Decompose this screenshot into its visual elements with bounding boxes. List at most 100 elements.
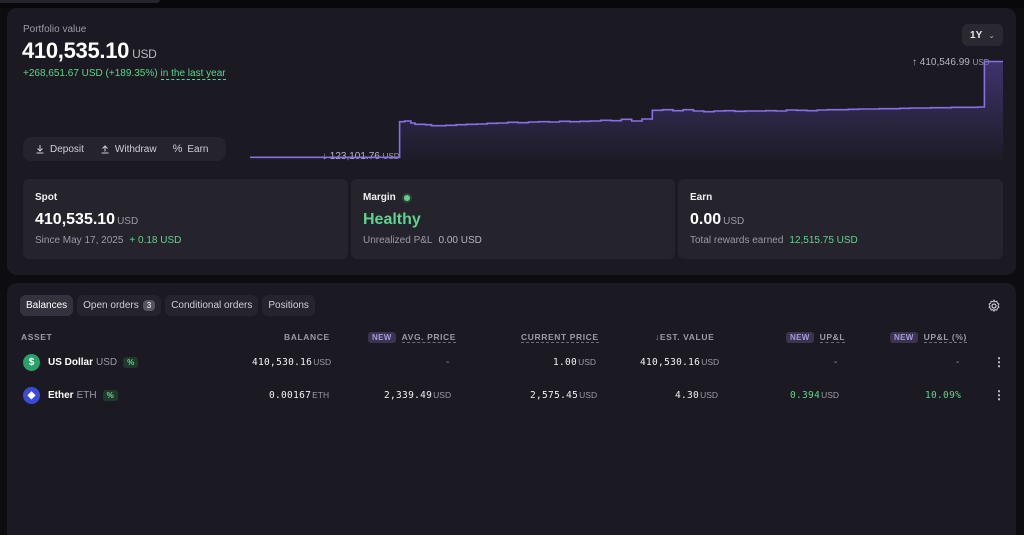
portfolio-currency: USD xyxy=(132,47,157,61)
margin-status: Healthy xyxy=(363,211,421,228)
earn-title: Earn xyxy=(690,192,713,203)
margin-summary-card[interactable]: Margin Healthy Unrealized P&L 0.00 USD xyxy=(351,179,675,259)
chart-high-value: 410,546.99 xyxy=(919,57,970,68)
table-row[interactable]: $ US Dollar USD% 410,530.16USD - 1.00USD … xyxy=(20,350,1010,376)
spot-value-ccy: USD xyxy=(117,216,139,227)
earn-value-ccy: USD xyxy=(723,216,745,227)
chart-high-label: ↑ 410,546.99 USD xyxy=(912,57,990,68)
portfolio-change: +268,651.67 USD (+189.35%) in the last ye… xyxy=(23,68,226,80)
col-upl-label: UP&L xyxy=(819,332,846,343)
portfolio-change-period[interactable]: in the last year xyxy=(160,68,226,80)
col-avg-price[interactable]: NEW AVG. PRICE xyxy=(368,332,457,343)
spot-summary-card[interactable]: Spot 410,535.10 USD Since May 17, 2025 + 0… xyxy=(23,179,348,259)
spot-value: 410,535.10 USD xyxy=(35,211,138,229)
col-est-value-label: EST. VALUE xyxy=(659,332,715,342)
asset-name: Ether ETH% xyxy=(48,390,118,401)
avg-price-value: 2,339.49 xyxy=(384,390,433,401)
upl-cell: - xyxy=(834,357,838,368)
more-options-icon[interactable]: ⋮ xyxy=(993,355,1005,369)
spot-since-value: + 0.18 USD xyxy=(129,235,182,246)
tab-balances-label: Balances xyxy=(26,300,68,311)
col-est-value[interactable]: ↓EST. VALUE xyxy=(655,332,714,342)
portfolio-label: Portfolio value xyxy=(23,24,87,35)
earn-label: Earn xyxy=(187,143,209,155)
current-price-cell: 1.00USD xyxy=(553,357,596,368)
tab-positions[interactable]: Positions xyxy=(262,295,315,316)
avg-price-cell: - xyxy=(446,357,450,368)
more-options-icon[interactable]: ⋮ xyxy=(993,388,1005,402)
portfolio-chart[interactable] xyxy=(250,60,1003,160)
balances-tabs: Balances Open orders 3 Conditional orders… xyxy=(20,295,315,316)
tab-conditional-orders[interactable]: Conditional orders xyxy=(165,295,259,316)
top-tab-indicator xyxy=(0,0,160,3)
current-price-ccy: USD xyxy=(579,390,598,400)
tab-conditional-orders-label: Conditional orders xyxy=(171,300,253,311)
balance-cell: 0.00167ETH xyxy=(269,390,329,401)
ether-icon: ◆ xyxy=(23,387,40,404)
col-current-price[interactable]: CURRENT PRICE xyxy=(521,332,599,343)
upl-value: 0.394 xyxy=(790,390,821,401)
est-value-cell: 4.30USD xyxy=(675,390,718,401)
est-value: 4.30 xyxy=(675,390,700,401)
earn-summary-card[interactable]: Earn 0.00 USD Total rewards earned 12,515.… xyxy=(678,179,1003,259)
asset-name: US Dollar USD% xyxy=(48,357,139,368)
balance-ccy: USD xyxy=(313,357,332,367)
col-asset-label: ASSET xyxy=(21,332,53,342)
spot-footer: Since May 17, 2025 + 0.18 USD xyxy=(35,235,181,246)
margin-title-text: Margin xyxy=(363,192,396,203)
current-price-value: 1.00 xyxy=(553,357,578,368)
balance-value: 410,530.16 xyxy=(252,357,313,368)
balances-card xyxy=(7,283,1016,535)
window-top-strip xyxy=(0,0,1024,8)
current-price-ccy: USD xyxy=(578,357,597,367)
portfolio-value-amount: 410,535.10 xyxy=(22,38,130,63)
chevron-down-icon: ⌄ xyxy=(988,30,995,40)
new-badge: NEW xyxy=(890,332,918,343)
balance-ccy: ETH xyxy=(312,390,330,400)
quick-actions: Deposit Withdraw % Earn xyxy=(23,137,226,161)
upl-pct-cell: 10.09% xyxy=(925,390,962,401)
tab-open-orders[interactable]: Open orders 3 xyxy=(77,295,162,316)
asset-ticker: USD xyxy=(96,357,118,368)
col-upl-pct-label: UP&L (%) xyxy=(923,332,967,343)
col-upl-pct[interactable]: NEW UP&L (%) xyxy=(890,332,967,343)
earn-tag: % xyxy=(123,357,139,368)
est-value: 410,530.16 xyxy=(640,357,701,368)
earn-rewards-value: 12,515.75 USD xyxy=(789,235,858,246)
gear-icon[interactable] xyxy=(987,299,1001,313)
col-asset: ASSET xyxy=(21,332,52,342)
col-balance[interactable]: BALANCE xyxy=(284,332,330,342)
deposit-button[interactable]: Deposit xyxy=(29,141,90,158)
spot-since-label: Since May 17, 2025 xyxy=(35,235,124,246)
spot-title: Spot xyxy=(35,192,58,203)
col-balance-label: BALANCE xyxy=(284,332,330,342)
new-badge: NEW xyxy=(786,332,814,343)
status-dot-icon xyxy=(403,194,410,201)
current-price-cell: 2,575.45USD xyxy=(530,390,597,401)
earn-button[interactable]: % Earn xyxy=(167,140,215,158)
dollar-icon: $ xyxy=(23,354,40,371)
upl-pct-cell: - xyxy=(956,357,960,368)
col-upl[interactable]: NEW UP&L xyxy=(786,332,846,343)
withdraw-button[interactable]: Withdraw xyxy=(94,141,163,158)
avg-price-ccy: USD xyxy=(433,390,452,400)
withdraw-label: Withdraw xyxy=(114,143,157,155)
portfolio-value: 410,535.10 USD xyxy=(22,38,157,64)
chart-series-line xyxy=(250,60,1003,159)
tab-balances[interactable]: Balances xyxy=(20,295,74,316)
balance-value: 0.00167 xyxy=(269,390,312,401)
table-row[interactable]: ◆ Ether ETH% 0.00167ETH 2,339.49USD 2,575… xyxy=(20,383,1010,409)
arrow-up-icon: ↑ xyxy=(912,57,917,68)
spot-value-amount: 410,535.10 xyxy=(35,211,116,228)
est-value-ccy: USD xyxy=(701,357,720,367)
sort-down-icon: ↓ xyxy=(655,332,660,342)
range-label: 1Y xyxy=(970,29,983,41)
col-current-price-label: CURRENT PRICE xyxy=(521,332,599,343)
asset-name-text: US Dollar xyxy=(48,357,94,368)
margin-upl-value: 0.00 USD xyxy=(438,235,482,246)
chart-area-fill xyxy=(250,61,1003,160)
open-orders-count-badge: 3 xyxy=(142,300,156,311)
tab-open-orders-label: Open orders xyxy=(83,300,139,311)
deposit-label: Deposit xyxy=(50,143,84,155)
range-selector[interactable]: 1Y ⌄ xyxy=(962,24,1003,46)
